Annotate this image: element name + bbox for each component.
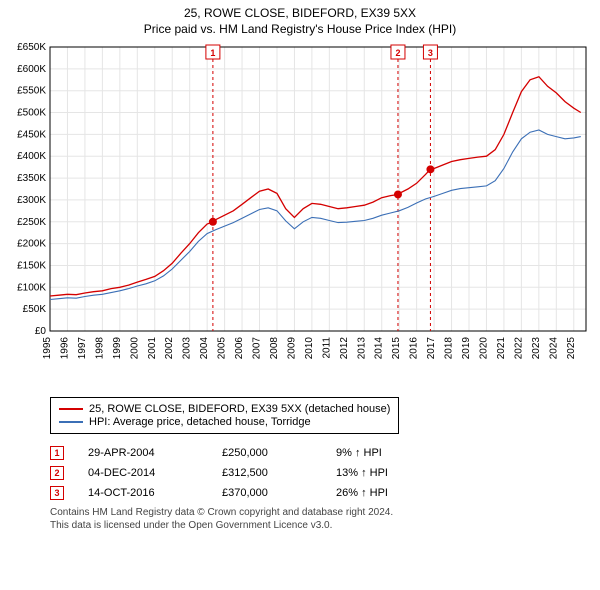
svg-text:£150K: £150K xyxy=(17,261,46,272)
svg-text:2019: 2019 xyxy=(461,337,472,360)
svg-text:£250K: £250K xyxy=(17,217,46,228)
svg-text:2022: 2022 xyxy=(513,337,524,360)
svg-text:2007: 2007 xyxy=(252,337,263,360)
svg-text:2006: 2006 xyxy=(234,337,245,360)
svg-text:2023: 2023 xyxy=(531,337,542,360)
svg-text:2001: 2001 xyxy=(147,337,158,360)
svg-text:2016: 2016 xyxy=(409,337,420,360)
svg-text:1996: 1996 xyxy=(59,337,70,360)
svg-text:2010: 2010 xyxy=(304,337,315,360)
price-chart: £0 £50K £100K £150K £200K £250K £300K £350K £400… xyxy=(6,41,594,391)
svg-text:£650K: £650K xyxy=(17,42,46,53)
title-line-2: Price paid vs. HM Land Registry's House … xyxy=(6,22,594,38)
svg-text:2017: 2017 xyxy=(426,337,437,360)
svg-text:£500K: £500K xyxy=(17,108,46,119)
svg-text:2005: 2005 xyxy=(217,337,228,360)
event-date: 29-APR-2004 xyxy=(88,447,198,459)
svg-text:2002: 2002 xyxy=(164,337,175,360)
svg-text:2015: 2015 xyxy=(391,337,402,360)
chart-legend: 25, ROWE CLOSE, BIDEFORD, EX39 5XX (deta… xyxy=(50,397,399,434)
svg-text:2009: 2009 xyxy=(286,337,297,360)
svg-text:2004: 2004 xyxy=(199,337,210,360)
legend-swatch xyxy=(59,421,83,423)
event-row: 1 29-APR-2004 £250,000 9% ↑ HPI xyxy=(50,446,594,460)
svg-text:2008: 2008 xyxy=(269,337,280,360)
event-marker: 2 xyxy=(50,466,64,480)
svg-text:£350K: £350K xyxy=(17,173,46,184)
svg-text:£50K: £50K xyxy=(23,304,47,315)
legend-label: HPI: Average price, detached house, Torr… xyxy=(89,416,311,428)
event-diff: 26% ↑ HPI xyxy=(336,487,436,499)
svg-text:2000: 2000 xyxy=(129,337,140,360)
svg-text:2021: 2021 xyxy=(496,337,507,360)
svg-text:2018: 2018 xyxy=(444,337,455,360)
legend-label: 25, ROWE CLOSE, BIDEFORD, EX39 5XX (deta… xyxy=(89,403,390,415)
footnote: Contains HM Land Registry data © Crown c… xyxy=(50,506,594,532)
svg-text:£550K: £550K xyxy=(17,86,46,97)
event-price: £370,000 xyxy=(222,487,312,499)
event-price: £250,000 xyxy=(222,447,312,459)
svg-text:2003: 2003 xyxy=(182,337,193,360)
event-date: 14-OCT-2016 xyxy=(88,487,198,499)
svg-text:1997: 1997 xyxy=(77,337,88,360)
chart-title-block: 25, ROWE CLOSE, BIDEFORD, EX39 5XX Price… xyxy=(6,6,594,37)
title-line-1: 25, ROWE CLOSE, BIDEFORD, EX39 5XX xyxy=(6,6,594,22)
legend-item: HPI: Average price, detached house, Torr… xyxy=(59,416,390,428)
svg-text:1999: 1999 xyxy=(112,337,123,360)
event-row: 3 14-OCT-2016 £370,000 26% ↑ HPI xyxy=(50,486,594,500)
event-table: 1 29-APR-2004 £250,000 9% ↑ HPI 2 04-DEC… xyxy=(50,446,594,500)
event-diff: 13% ↑ HPI xyxy=(336,467,436,479)
svg-text:2012: 2012 xyxy=(339,337,350,360)
svg-text:2013: 2013 xyxy=(356,337,367,360)
svg-text:2011: 2011 xyxy=(321,337,332,359)
svg-text:£450K: £450K xyxy=(17,130,46,141)
svg-text:1998: 1998 xyxy=(94,337,105,360)
svg-text:£600K: £600K xyxy=(17,64,46,75)
legend-item: 25, ROWE CLOSE, BIDEFORD, EX39 5XX (deta… xyxy=(59,403,390,415)
legend-swatch xyxy=(59,408,83,410)
event-marker: 1 xyxy=(50,446,64,460)
event-date: 04-DEC-2014 xyxy=(88,467,198,479)
svg-text:1995: 1995 xyxy=(42,337,53,360)
footnote-line: Contains HM Land Registry data © Crown c… xyxy=(50,506,594,519)
svg-text:£300K: £300K xyxy=(17,195,46,206)
event-marker: 3 xyxy=(50,486,64,500)
event-price: £312,500 xyxy=(222,467,312,479)
svg-text:£200K: £200K xyxy=(17,239,46,250)
svg-text:£400K: £400K xyxy=(17,151,46,162)
svg-text:2014: 2014 xyxy=(374,337,385,360)
svg-text:3: 3 xyxy=(428,48,433,58)
svg-text:£0: £0 xyxy=(35,326,47,337)
svg-text:2025: 2025 xyxy=(566,337,577,360)
event-diff: 9% ↑ HPI xyxy=(336,447,436,459)
svg-text:2024: 2024 xyxy=(548,337,559,360)
svg-text:£100K: £100K xyxy=(17,282,46,293)
svg-text:2020: 2020 xyxy=(478,337,489,360)
svg-text:2: 2 xyxy=(395,48,400,58)
event-row: 2 04-DEC-2014 £312,500 13% ↑ HPI xyxy=(50,466,594,480)
footnote-line: This data is licensed under the Open Gov… xyxy=(50,519,594,532)
svg-text:1: 1 xyxy=(210,48,215,58)
